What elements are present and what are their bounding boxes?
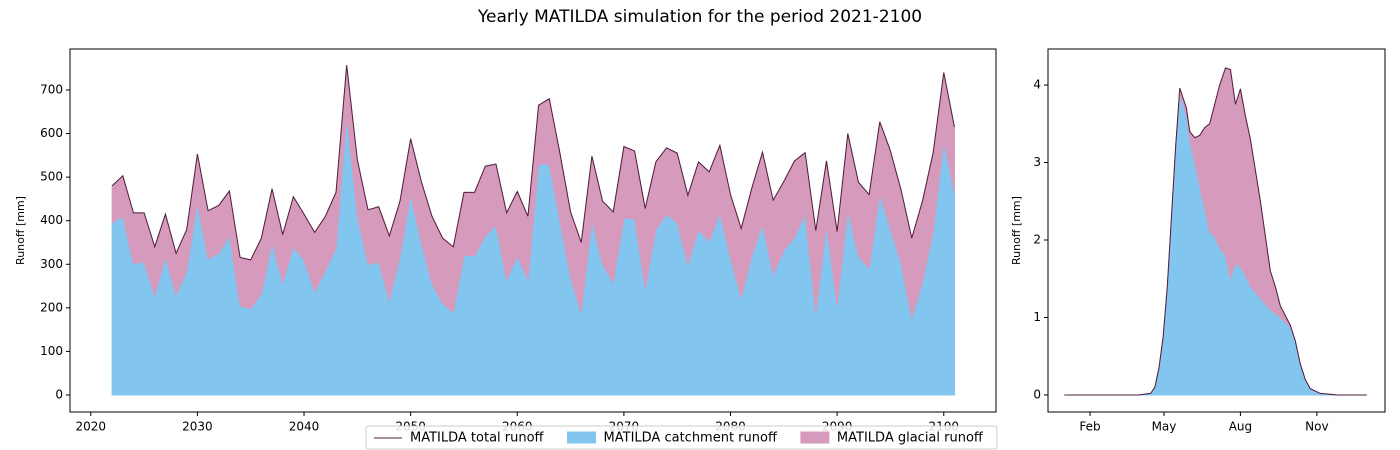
axes: 0 1 2 3 4 Feb May Aug Nov Runoff [mm]	[1010, 48, 1386, 434]
axes-frame	[1047, 48, 1386, 413]
x-tick-label: 2030	[182, 420, 213, 434]
figure-title: Yearly MATILDA simulation for the period…	[477, 7, 922, 27]
y-tick-label: 0	[55, 388, 63, 402]
y-tick-label: 2	[1033, 232, 1041, 246]
y-tick-label: 1	[1033, 310, 1041, 324]
y-tick-label: 400	[40, 213, 63, 227]
y-tick-label: 0	[1033, 387, 1041, 401]
axes: 0100200300400500600700202020302040205020…	[14, 48, 997, 434]
y-tick-label: 3	[1033, 155, 1041, 169]
y-tick-label: 200	[40, 300, 63, 314]
legend-frame	[365, 425, 998, 450]
y-tick-label: 100	[40, 344, 63, 358]
y-tick-label: 4	[1033, 78, 1041, 92]
x-tick-label: Feb	[1079, 420, 1100, 434]
y-tick-label: 700	[40, 82, 63, 96]
x-tick-label: Nov	[1305, 420, 1328, 434]
line	[111, 65, 955, 261]
legend-label: MATILDA catchment runoff	[604, 431, 778, 446]
y-tick-label: 300	[40, 257, 63, 271]
y-tick-label: 600	[40, 126, 63, 140]
y-axis-label: Runoff [mm]	[14, 196, 27, 265]
y-axis-label: Runoff [mm]	[1010, 196, 1023, 265]
y-tick-label: 500	[40, 170, 63, 184]
legend: MATILDA total runoff MATILDA catchment ru…	[365, 425, 998, 450]
x-tick-label: Aug	[1229, 420, 1252, 434]
legend-swatch	[567, 431, 597, 444]
line	[1064, 67, 1367, 396]
legend-swatch	[800, 431, 830, 444]
legend-label: MATILDA total runoff	[410, 431, 545, 446]
x-tick-label: 2040	[289, 420, 320, 434]
x-tick-label: May	[1152, 420, 1177, 434]
axes-frame	[69, 48, 997, 413]
legend-label: MATILDA glacial runoff	[837, 431, 984, 446]
x-tick-label: 2020	[76, 420, 107, 434]
